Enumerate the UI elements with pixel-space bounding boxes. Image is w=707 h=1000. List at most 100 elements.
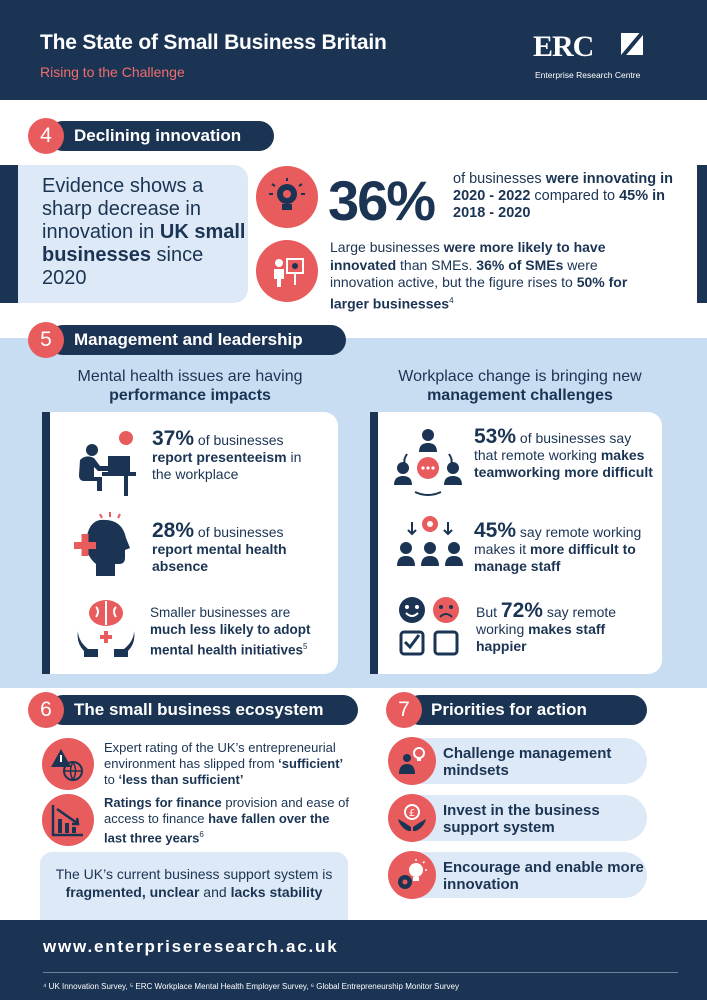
r2-a: say remote working makes it	[474, 524, 642, 557]
evidence-box: Evidence shows a sharp decrease in innov…	[18, 165, 248, 303]
priority-label-1: Challenge management mindsets	[443, 745, 612, 779]
stat1-text: of businesses were innovating in 2020 - …	[453, 171, 683, 222]
ecosystem-item-2: Ratings for finance provision and ease o…	[104, 795, 354, 846]
section-7-number: 7	[386, 692, 422, 728]
l1-c: in the workplace	[152, 449, 302, 482]
big-stat: 36%	[328, 169, 436, 232]
stat-28: 28%	[152, 519, 195, 542]
right-heading-b: management challenges	[427, 387, 613, 404]
stat2-b: were more likely to have innovated	[330, 239, 606, 273]
box-a: The UK’s current business support system…	[55, 866, 333, 882]
page-subtitle: Rising to the Challenge	[40, 64, 185, 80]
r1-a: of businesses say that remote working	[474, 430, 632, 463]
evidence-emphasis: UK small businesses	[42, 221, 246, 266]
support-system-box: The UK’s current business support system…	[40, 852, 348, 920]
stat-mental-absence: 28% of businesses report mental health a…	[152, 519, 322, 575]
person-idea-icon	[388, 737, 436, 785]
falling-chart-icon	[42, 794, 94, 846]
right-heading: Workplace change is bringing new managem…	[370, 367, 670, 405]
section-6-number: 6	[28, 692, 64, 728]
ecosystem-item-1: Expert rating of the UK’s entrepreneuria…	[104, 740, 354, 788]
stat2-f: 50% for larger businesses	[330, 274, 628, 312]
page-title: The State of Small Business Britain	[40, 31, 387, 54]
stat1-d: 45% in 2018 - 2020	[453, 188, 666, 221]
logo-caption: Enterprise Research Centre	[535, 70, 641, 80]
left-card-bar	[42, 412, 50, 674]
left-heading-b: performance impacts	[109, 387, 271, 404]
section-4-number: 4	[28, 118, 64, 154]
l2-a: of businesses	[194, 524, 284, 540]
stat-happier: But 72% say remote working makes staff h…	[476, 599, 656, 655]
box-b: fragmented, unclear	[65, 884, 200, 900]
team-gear-icon	[394, 514, 466, 574]
item1-c: to	[104, 772, 119, 787]
l3-a: Smaller businesses are	[150, 605, 291, 620]
footer-divider	[43, 972, 678, 973]
priority-item-2: Invest in the business support system	[395, 795, 647, 841]
item2-a: Ratings for finance	[104, 795, 222, 810]
left-heading-a: Mental health issues are having	[77, 368, 303, 385]
evidence-text-end: since 2020	[42, 244, 204, 289]
section-5-header: Management and leadership	[48, 325, 346, 355]
stat2-text: Large businesses were more likely to hav…	[330, 239, 660, 313]
section-7-title: Priorities for action	[431, 700, 587, 719]
item2-b: provision and ease of access to finance	[104, 795, 349, 826]
stat-53: 53%	[474, 425, 517, 448]
item2-c: have fallen over the last three years	[104, 811, 330, 846]
presenter-icon	[256, 240, 318, 302]
section-6-header: The small business ecosystem	[48, 695, 358, 725]
logo-slash-icon	[621, 33, 643, 55]
footnotes: ⁴ UK Innovation Survey, ⁵ ERC Workplace …	[43, 982, 460, 991]
section-4-header: Declining innovation	[48, 121, 274, 151]
priority-label-3: Encourage and enable more innovation	[443, 859, 644, 893]
priority-item-1: Challenge management mindsets	[395, 738, 647, 784]
section-7-header: Priorities for action	[405, 695, 647, 725]
lightbulb-gear-icon	[256, 166, 318, 228]
logo-mark: ERC	[533, 30, 594, 63]
box-c: and	[199, 884, 231, 900]
item1-d: ‘less than sufficient’	[118, 772, 244, 787]
svg-text:£: £	[409, 808, 415, 819]
left-heading: Mental health issues are having performa…	[40, 367, 340, 405]
desk-worker-icon	[72, 430, 140, 498]
stat2-e: were innovation active, but the figure r…	[330, 256, 598, 291]
stat-initiatives: Smaller businesses are much less likely …	[150, 604, 330, 659]
item1-a: Expert rating of the UK’s entrepreneuria…	[104, 740, 336, 771]
stat2-c: than SMEs.	[396, 256, 477, 273]
erc-logo: ERC Enterprise Research Centre	[533, 30, 653, 81]
header: The State of Small Business Britain Risi…	[0, 0, 707, 100]
r3-a: But	[476, 604, 501, 620]
item1-b: ‘sufficient’	[278, 756, 344, 771]
stat-teamworking: 53% of businesses say that remote workin…	[474, 425, 654, 481]
team-chat-icon	[393, 428, 463, 498]
brain-hands-icon	[76, 595, 136, 659]
stat1-c: compared to	[530, 188, 620, 204]
section-6-title: The small business ecosystem	[74, 700, 324, 719]
gear-bulb-icon	[388, 851, 436, 899]
stat-72: 72%	[500, 599, 543, 622]
r1-b: makes teamworking more difficult	[474, 447, 653, 480]
priority-item-3: Encourage and enable more innovation	[395, 852, 647, 898]
section-4-title: Declining innovation	[74, 126, 242, 145]
evidence-text: Evidence shows a sharp decrease in innov…	[42, 175, 204, 243]
r3-b: say remote working	[476, 604, 617, 637]
faces-checkbox-icon	[398, 596, 462, 656]
box-d: lacks stability	[230, 884, 323, 900]
stat1-a: of businesses	[453, 171, 546, 187]
section-5-title: Management and leadership	[74, 330, 303, 349]
footnote-ref: 4	[449, 295, 454, 305]
stat-45: 45%	[474, 519, 517, 542]
r2-b: more difficult to manage staff	[474, 541, 636, 574]
r3-c: makes staff happier	[476, 621, 606, 654]
section-5-number: 5	[28, 322, 64, 358]
l3-b: much less likely to adopt mental health …	[150, 622, 311, 658]
right-card-bar	[370, 412, 378, 674]
right-accent-bar	[697, 165, 707, 303]
right-heading-a: Workplace change is bringing new	[398, 368, 642, 385]
website-url: www.enterpriseresearch.ac.uk	[43, 937, 339, 956]
stat-manage-staff: 45% say remote working makes it more dif…	[474, 519, 656, 575]
left-accent-bar	[0, 165, 18, 303]
stat-presenteeism: 37% of businesses report presenteeism in…	[152, 428, 322, 483]
warning-globe-icon	[42, 738, 94, 790]
stat2-a: Large businesses	[330, 239, 444, 255]
